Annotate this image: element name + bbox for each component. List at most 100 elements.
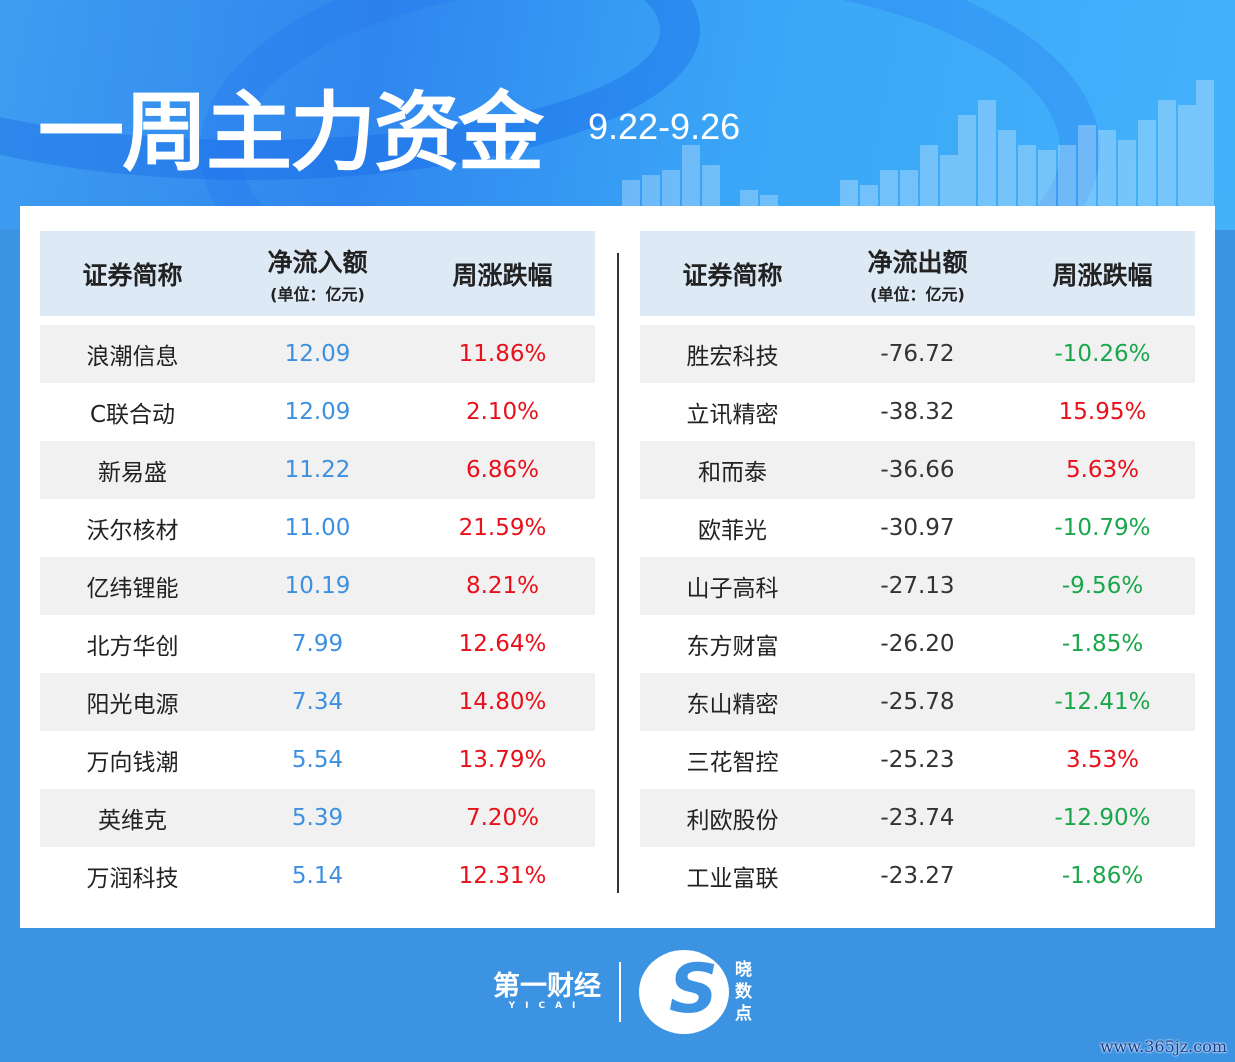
stock-name: 新易盛	[98, 460, 167, 486]
decor-bar	[1196, 80, 1214, 230]
net-flow: -30.97	[880, 515, 955, 541]
net-flow: -36.66	[880, 457, 955, 483]
col-header: 周涨跌幅	[1052, 260, 1153, 290]
stock-name: 英维克	[98, 808, 167, 834]
weekly-change: 11.86%	[458, 341, 547, 367]
table-header: 证券简称 净流入额 (单位：亿元) 周涨跌幅	[40, 231, 595, 316]
stock-name: 北方华创	[86, 634, 179, 660]
yicai-logo: 第一财经 YICAI	[493, 971, 601, 1011]
weekly-change: -12.41%	[1054, 689, 1151, 715]
net-flow: -76.72	[880, 341, 955, 367]
net-flow: 5.14	[291, 863, 344, 889]
col-header: 净流出额 (单位：亿元)	[867, 247, 968, 304]
net-flow: 11.00	[284, 515, 351, 541]
net-flow: 12.09	[284, 341, 351, 367]
stock-name: 三花智控	[686, 750, 779, 776]
table-row: 新易盛 11.22 6.86%	[40, 441, 595, 499]
weekly-change: -10.79%	[1054, 515, 1151, 541]
stock-name: 和而泰	[698, 460, 767, 486]
net-flow: 7.99	[291, 631, 344, 657]
decor-bar	[1098, 130, 1116, 230]
net-flow: -23.74	[880, 805, 955, 831]
col-header: 净流入额 (单位：亿元)	[267, 247, 368, 304]
stock-name: 胜宏科技	[686, 344, 779, 370]
weekly-change: 6.86%	[465, 457, 540, 483]
stock-name: 亿纬锂能	[86, 576, 179, 602]
decor-bar	[1078, 125, 1096, 230]
weekly-change: 5.63%	[1065, 457, 1140, 483]
stock-name: C联合动	[89, 402, 176, 428]
stock-name: 东方财富	[686, 634, 779, 660]
stock-name: 利欧股份	[686, 808, 779, 834]
stock-name: 沃尔核材	[86, 518, 179, 544]
table-row: 立讯精密 -38.32 15.95%	[640, 383, 1195, 441]
outflow-table: 证券简称 净流出额 (单位：亿元) 周涨跌幅 胜宏科技 -76.72 -10.26% 立…	[640, 231, 1195, 905]
weekly-change: 13.79%	[458, 747, 547, 773]
table-row: C联合动 12.09 2.10%	[40, 383, 595, 441]
stock-name: 浪潮信息	[86, 344, 179, 370]
weekly-change: 14.80%	[458, 689, 547, 715]
weekly-change: -9.56%	[1061, 573, 1144, 599]
weekly-change: 15.95%	[1058, 399, 1147, 425]
weekly-change: 21.59%	[458, 515, 547, 541]
table-row: 北方华创 7.99 12.64%	[40, 615, 595, 673]
net-flow: 12.09	[284, 399, 351, 425]
logo-divider	[619, 962, 621, 1022]
divider	[617, 253, 619, 893]
table-row: 亿纬锂能 10.19 8.21%	[40, 557, 595, 615]
net-flow: 7.34	[291, 689, 344, 715]
weekly-change: 8.21%	[465, 573, 540, 599]
net-flow: -27.13	[880, 573, 955, 599]
inflow-table: 证券简称 净流入额 (单位：亿元) 周涨跌幅 浪潮信息 12.09 11.86% C联合…	[40, 231, 595, 905]
net-flow: -38.32	[880, 399, 955, 425]
table-row: 东山精密 -25.78 -12.41%	[640, 673, 1195, 731]
col-header: 证券简称	[82, 260, 183, 290]
table-row: 东方财富 -26.20 -1.85%	[640, 615, 1195, 673]
stock-name: 工业富联	[686, 866, 779, 892]
table-row: 利欧股份 -23.74 -12.90%	[640, 789, 1195, 847]
stock-name: 东山精密	[686, 692, 779, 718]
stock-name: 立讯精密	[686, 402, 779, 428]
header-banner: 一周主力资金 9.22-9.26	[0, 0, 1235, 230]
table-row: 英维克 5.39 7.20%	[40, 789, 595, 847]
col-header: 证券简称	[682, 260, 783, 290]
decor-bar	[998, 130, 1016, 230]
table-row: 工业富联 -23.27 -1.86%	[640, 847, 1195, 905]
net-flow: -25.78	[880, 689, 955, 715]
table-row: 欧菲光 -30.97 -10.79%	[640, 499, 1195, 557]
table-row: 和而泰 -36.66 5.63%	[640, 441, 1195, 499]
net-flow: 5.54	[291, 747, 344, 773]
weekly-change: 12.64%	[458, 631, 547, 657]
net-flow: 10.19	[284, 573, 351, 599]
net-flow: -26.20	[880, 631, 955, 657]
page-title: 一周主力资金	[38, 83, 544, 183]
net-flow: 5.39	[291, 805, 344, 831]
stock-name: 欧菲光	[698, 518, 767, 544]
table-row: 胜宏科技 -76.72 -10.26%	[640, 325, 1195, 383]
tables-card: 证券简称 净流入额 (单位：亿元) 周涨跌幅 浪潮信息 12.09 11.86% C联合…	[20, 206, 1215, 928]
weekly-change: -1.86%	[1061, 863, 1144, 889]
table-row: 万向钱潮 5.54 13.79%	[40, 731, 595, 789]
table-row: 阳光电源 7.34 14.80%	[40, 673, 595, 731]
weekly-change: -10.26%	[1054, 341, 1151, 367]
weekly-change: 12.31%	[458, 863, 547, 889]
table-row: 山子高科 -27.13 -9.56%	[640, 557, 1195, 615]
table-row: 万润科技 5.14 12.31%	[40, 847, 595, 905]
table-header: 证券简称 净流出额 (单位：亿元) 周涨跌幅	[640, 231, 1195, 316]
net-flow: 11.22	[284, 457, 351, 483]
net-flow: -25.23	[880, 747, 955, 773]
weekly-change: 7.20%	[465, 805, 540, 831]
col-header: 周涨跌幅	[452, 260, 553, 290]
date-range: 9.22-9.26	[588, 106, 741, 147]
stock-name: 万润科技	[86, 866, 179, 892]
footer-logo: 第一财经 YICAI S 晓数点	[493, 950, 755, 1034]
table-row: 三花智控 -25.23 3.53%	[640, 731, 1195, 789]
weekly-change: 2.10%	[465, 399, 540, 425]
decor-bar	[1158, 100, 1176, 230]
weekly-change: 3.53%	[1065, 747, 1140, 773]
weekly-change: -1.85%	[1061, 631, 1144, 657]
stock-name: 阳光电源	[86, 692, 179, 718]
decor-bar	[978, 100, 996, 230]
decor-bar	[958, 115, 976, 230]
watermark: www.365jz.com	[1099, 1037, 1227, 1056]
